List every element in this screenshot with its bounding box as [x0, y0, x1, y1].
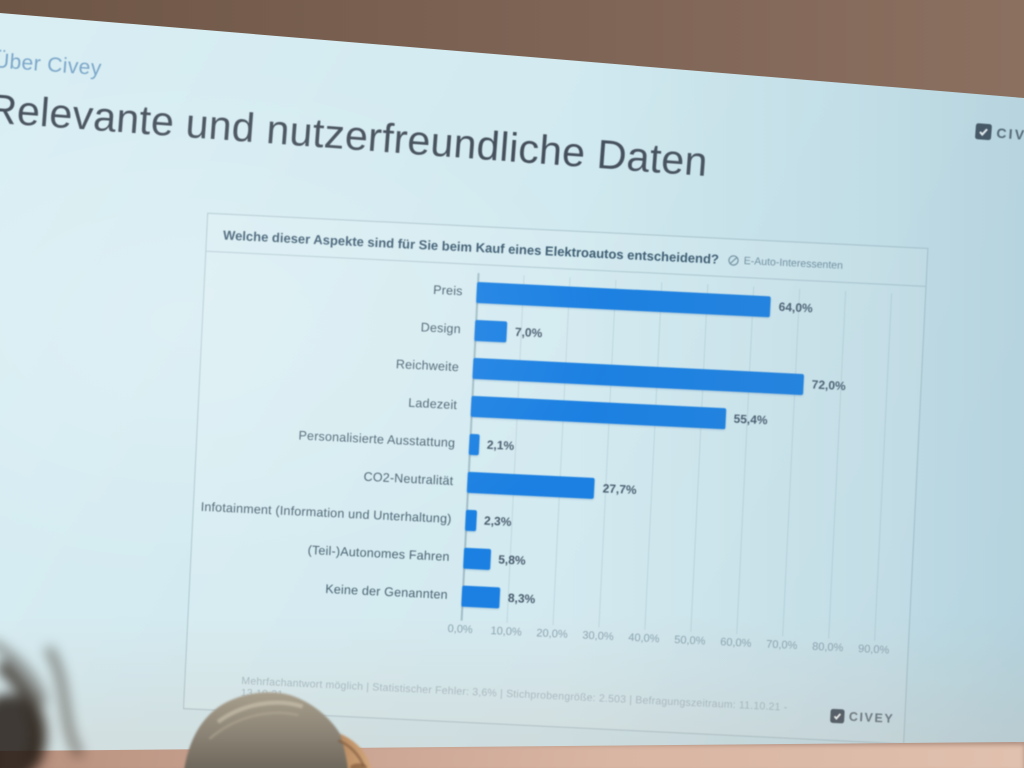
chart-footer: Mehrfachantwort möglich | Statistischer … [185, 672, 905, 731]
presenter-head [184, 692, 372, 768]
civey-logo-top: CIVEY [974, 123, 1024, 145]
x-axis-tick: 80,0% [811, 640, 844, 655]
audience-tag: E-Auto-Interessenten [728, 254, 844, 272]
bar [461, 585, 501, 608]
x-axis-tick: 70,0% [765, 638, 798, 653]
chart-header: Welche dieser Aspekte sind für Sie beim … [206, 213, 928, 287]
category-label: Keine der Genannten [324, 581, 449, 602]
foreground-smudge [0, 643, 84, 768]
bar-value-label: 7,0% [514, 324, 543, 341]
bar-value-label: 2,1% [486, 437, 515, 453]
bar [468, 433, 480, 455]
bar-value-label: 55,4% [733, 411, 768, 428]
slide-title: Relevante und nutzerfreundliche Daten [0, 85, 710, 186]
x-axis-tick: 90,0% [857, 643, 890, 657]
circle-slash-target-icon [728, 254, 740, 266]
category-label: Preis [432, 282, 464, 299]
x-axis-tick: 20,0% [536, 627, 568, 641]
chart-area: Preis 64,0% Design 7,0% Reichweite 72,0% Ladez… [188, 260, 925, 666]
civey-logo-text: CIVEY [995, 124, 1024, 145]
bar [466, 471, 596, 499]
plot-area: Preis 64,0% Design 7,0% Reichweite 72,0% Ladez… [189, 260, 925, 637]
x-axis-tick: 0,0% [447, 622, 473, 637]
chart-card: Welche dieser Aspekte sind für Sie beim … [182, 212, 929, 745]
category-label: Reichweite [395, 357, 460, 375]
category-label: Personalisierte Ausstattung [298, 428, 456, 451]
x-axis-tick: 40,0% [628, 631, 660, 646]
category-label: Infotainment (Information und Unterhaltu… [200, 499, 452, 527]
presenter-face [340, 733, 372, 768]
bar-value-label: 27,7% [602, 481, 637, 498]
bar [470, 395, 727, 429]
x-axis-tick: 60,0% [719, 636, 752, 650]
chart-question: Welche dieser Aspekte sind für Sie beim … [222, 227, 720, 267]
category-label: Ladezeit [407, 395, 458, 413]
civey-logo-text: CIVEY [848, 709, 895, 726]
category-label: (Teil-)Autonomes Fahren [307, 543, 451, 564]
civey-check-square-icon [974, 123, 993, 141]
bar [463, 547, 491, 570]
projection-screen: Über Civey Relevante und nutzerfreundlic… [0, 6, 1024, 768]
audience-tag-label: E-Auto-Interessenten [743, 254, 844, 272]
category-label: Design [420, 320, 462, 337]
x-axis-tick: 50,0% [674, 634, 706, 648]
bar-value-label: 8,3% [507, 590, 536, 607]
bar-value-label: 72,0% [811, 377, 847, 394]
civey-logo-bottom: CIVEY [830, 708, 895, 726]
bar [476, 281, 772, 317]
bar-value-label: 5,8% [497, 552, 526, 568]
bar-value-label: 2,3% [483, 513, 512, 529]
x-axis-tick: 30,0% [582, 629, 614, 644]
presenter-hair [184, 692, 352, 768]
slide-eyebrow: Über Civey [0, 49, 103, 81]
civey-check-square-icon [830, 708, 846, 724]
bar-value-label: 64,0% [778, 299, 814, 316]
bar [465, 509, 477, 531]
category-label: CO2-Neutralität [363, 469, 454, 489]
x-axis-tick: 10,0% [490, 625, 522, 639]
bar [474, 319, 508, 342]
